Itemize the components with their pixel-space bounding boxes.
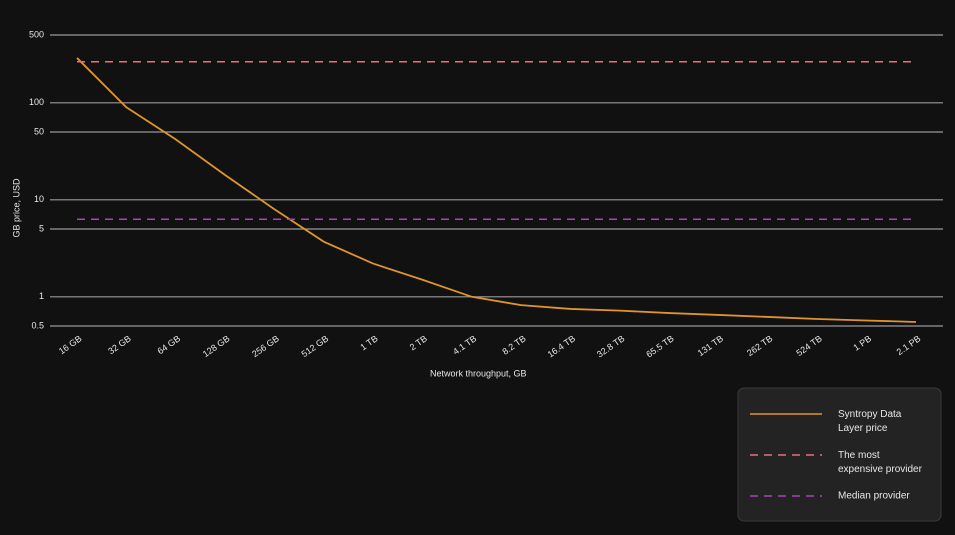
y-tick-label: 1 [39,291,44,301]
x-axis-label: Network throughput, GB [430,368,527,378]
x-tick-label: 16 GB [57,333,84,356]
x-tick-label: 256 GB [250,333,281,359]
x-tick-label: 4.1 TB [451,333,478,356]
legend-label: The most expensive provider [838,450,923,475]
y-axis-label: GB price, USD [11,178,21,238]
x-tick-label: 64 GB [156,333,183,356]
x-tick-label: 32.8 TB [595,333,626,359]
legend-label: Median provider [838,491,910,502]
y-tick-label: 0.5 [31,320,44,330]
y-tick-label: 5 [39,223,44,233]
x-tick-label: 128 GB [201,333,232,359]
x-tick-label: 262 TB [745,333,774,358]
x-tick-label: 2 TB [408,333,429,352]
x-tick-label: 32 GB [106,333,133,356]
legend-label: Syntropy Data Layer price [838,409,902,434]
series-line [76,57,917,323]
y-tick-label: 100 [29,97,44,107]
x-tick-label: 2.1 PB [895,333,923,357]
x-tick-label: 1 TB [358,333,379,352]
x-tick-label: 524 TB [794,333,823,358]
x-tick-label: 131 TB [696,333,725,358]
x-tick-label: 65.5 TB [644,333,675,359]
y-tick-label: 500 [29,29,44,39]
y-tick-label: 50 [34,126,44,136]
x-tick-label: 16.4 TB [546,333,577,359]
x-tick-label: 1 PB [851,333,873,352]
y-tick-label: 10 [34,194,44,204]
legend-box [737,387,942,522]
x-tick-label: 8.2 TB [500,333,527,356]
x-tick-label: 512 GB [300,333,331,359]
